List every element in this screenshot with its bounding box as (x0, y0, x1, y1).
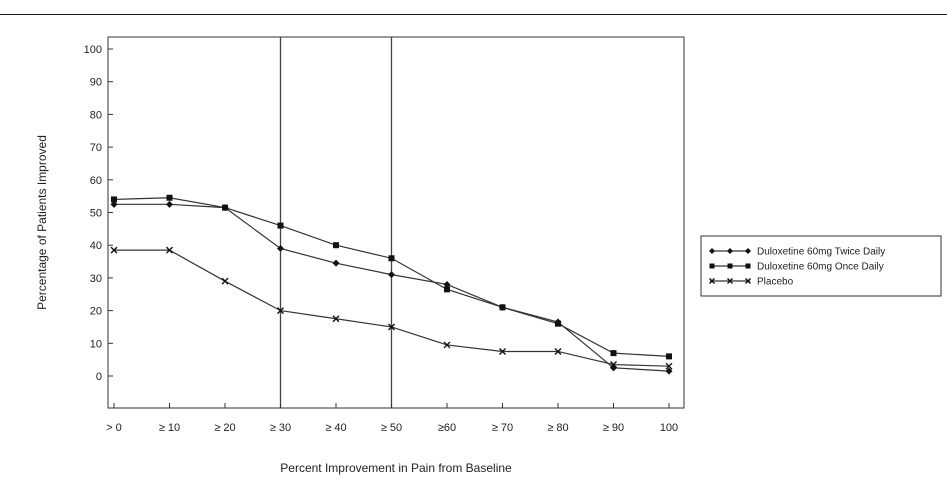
data-point (277, 222, 284, 229)
series-x (110, 246, 673, 370)
data-point (665, 362, 673, 370)
data-point (221, 277, 229, 285)
data-point (727, 248, 733, 254)
y-tick-label: 100 (84, 44, 102, 56)
y-tick-label: 60 (90, 175, 102, 187)
x-tick-label: 100 (660, 422, 678, 434)
data-point (277, 307, 284, 315)
data-point (110, 200, 118, 208)
data-point (555, 320, 561, 327)
x-tick-label: ≥ 10 (159, 422, 180, 434)
data-point (610, 361, 617, 369)
y-tick-label: 40 (90, 240, 102, 252)
x-tick-label: ≥60 (438, 422, 456, 434)
data-point (666, 353, 672, 360)
x-tick-label: ≥ 80 (547, 422, 568, 434)
data-point (709, 248, 715, 254)
data-point (222, 204, 228, 211)
x-tick-label: ≥ 30 (270, 422, 291, 434)
y-tick-label: 90 (90, 77, 102, 89)
data-point (111, 196, 117, 203)
x-tick-label: ≥ 20 (214, 422, 235, 434)
series-square (111, 194, 672, 360)
data-point (499, 304, 506, 311)
data-point (444, 286, 450, 293)
data-point (499, 347, 506, 355)
data-point (443, 341, 451, 349)
x-tick-label: ≥ 90 (603, 422, 624, 434)
legend-item: Placebo (709, 277, 794, 288)
data-point (727, 278, 733, 284)
x-tick-label: ≥ 50 (381, 422, 402, 434)
data-point (332, 315, 340, 323)
data-point (727, 263, 733, 269)
data-point (388, 323, 395, 331)
data-point (166, 194, 173, 201)
data-point (709, 263, 715, 269)
data-point (610, 350, 617, 357)
data-point (554, 347, 562, 355)
legend-item: Duloxetine 60mg Twice Daily (709, 247, 885, 258)
legend-item: Duloxetine 60mg Once Daily (709, 262, 884, 273)
data-point (166, 246, 173, 254)
legend-label: Duloxetine 60mg Once Daily (757, 262, 884, 273)
data-point (745, 248, 751, 254)
y-tick-label: 30 (90, 273, 102, 285)
data-point (388, 271, 395, 279)
y-tick-label: 20 (90, 306, 102, 318)
x-axis-label: Percent Improvement in Pain from Baselin… (280, 461, 512, 475)
x-tick-label: > 0 (106, 422, 122, 434)
data-point (388, 255, 395, 262)
top-rule (0, 14, 947, 15)
plot-area (107, 36, 685, 409)
data-point (332, 259, 340, 267)
legend-label: Placebo (757, 277, 794, 288)
data-point (665, 367, 673, 375)
data-point (333, 242, 339, 249)
data-point (709, 278, 715, 284)
data-point (277, 244, 284, 252)
x-tick-label: ≥ 70 (492, 422, 513, 434)
data-point (166, 200, 173, 208)
y-tick-label: 50 (90, 208, 102, 220)
legend-label: Duloxetine 60mg Twice Daily (757, 247, 885, 258)
data-point (745, 263, 751, 269)
y-tick-label: 70 (90, 142, 102, 154)
data-point (443, 280, 451, 288)
y-tick-label: 10 (90, 338, 102, 350)
data-point (110, 246, 118, 254)
y-tick-label: 80 (90, 109, 102, 121)
y-axis-label: Percentage of Patients Improved (35, 135, 49, 310)
x-tick-label: ≥ 40 (325, 422, 346, 434)
y-tick-label: 0 (96, 371, 102, 383)
data-point (745, 278, 751, 284)
